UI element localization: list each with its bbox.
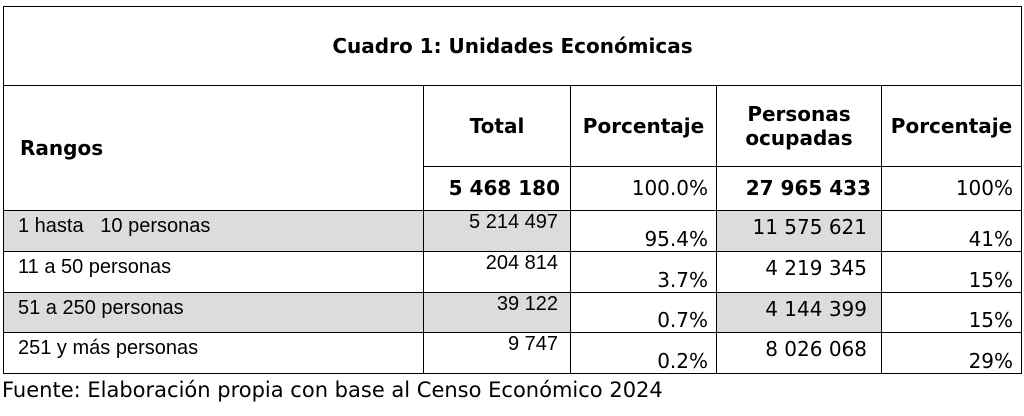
row-porcentaje-personas: 29% (880, 332, 1023, 374)
row-total: 204 814 (423, 250, 571, 293)
source-note: Fuente: Elaboración propia con base al C… (2, 378, 663, 402)
row-porcentaje-unidades: 95.4% (570, 210, 717, 252)
header-total: Total (423, 85, 571, 167)
header-porcentaje-personas: Porcentaje (880, 85, 1023, 167)
row-porcentaje-unidades: 0.2% (570, 332, 717, 374)
totals-row: 5 468 180 100.0% 27 965 433 100% (4, 165, 1023, 212)
row-rango: 51 a 250 personas (3, 291, 424, 334)
row-porcentaje-unidades: 0.7% (570, 291, 717, 334)
total-personas: 27 965 433 (716, 165, 882, 212)
row-personas: 11 575 621 (716, 210, 882, 252)
row-porcentaje-unidades: 3.7% (570, 250, 717, 293)
header-personas-line2: ocupadas (745, 125, 853, 150)
row-rango: 251 y más personas (3, 332, 424, 374)
row-porcentaje-personas: 15% (880, 250, 1023, 293)
row-personas: 4 219 345 (716, 250, 882, 293)
header-personas-line1: Personas (747, 101, 851, 126)
row-personas: 8 026 068 (716, 332, 882, 374)
total-porcentaje-unidades: 100.0% (570, 165, 717, 212)
table-title: Cuadro 1: Unidades Económicas (2, 5, 1023, 87)
row-porcentaje-personas: 41% (880, 210, 1023, 252)
header-personas-ocupadas: Personas ocupadas (716, 85, 882, 167)
table-row: 11 a 50 personas 204 814 3.7% 4 219 345 … (3, 250, 1023, 293)
row-rango: 1 hasta 10 personas (3, 210, 424, 252)
header-rangos: Rangos (3, 85, 424, 212)
row-porcentaje-personas: 15% (880, 291, 1023, 334)
total-porcentaje-personas: 100% (880, 165, 1023, 212)
table-row: 251 y más personas 9 747 0.2% 8 026 068 … (3, 332, 1023, 374)
total-unidades: 5 468 180 (423, 165, 571, 212)
row-total: 9 747 (423, 332, 571, 374)
table-row: 1 hasta 10 personas 5 214 497 95.4% 11 5… (3, 210, 1023, 252)
row-personas: 4 144 399 (716, 291, 882, 334)
header-porcentaje-unidades: Porcentaje (570, 85, 717, 167)
row-total: 39 122 (423, 291, 571, 334)
table-row: 51 a 250 personas 39 122 0.7% 4 144 399 … (3, 291, 1023, 334)
economic-units-table: Cuadro 1: Unidades Económicas Rangos Tot… (2, 5, 1023, 374)
row-rango: 11 a 50 personas (3, 250, 424, 293)
row-total: 5 214 497 (423, 210, 571, 252)
